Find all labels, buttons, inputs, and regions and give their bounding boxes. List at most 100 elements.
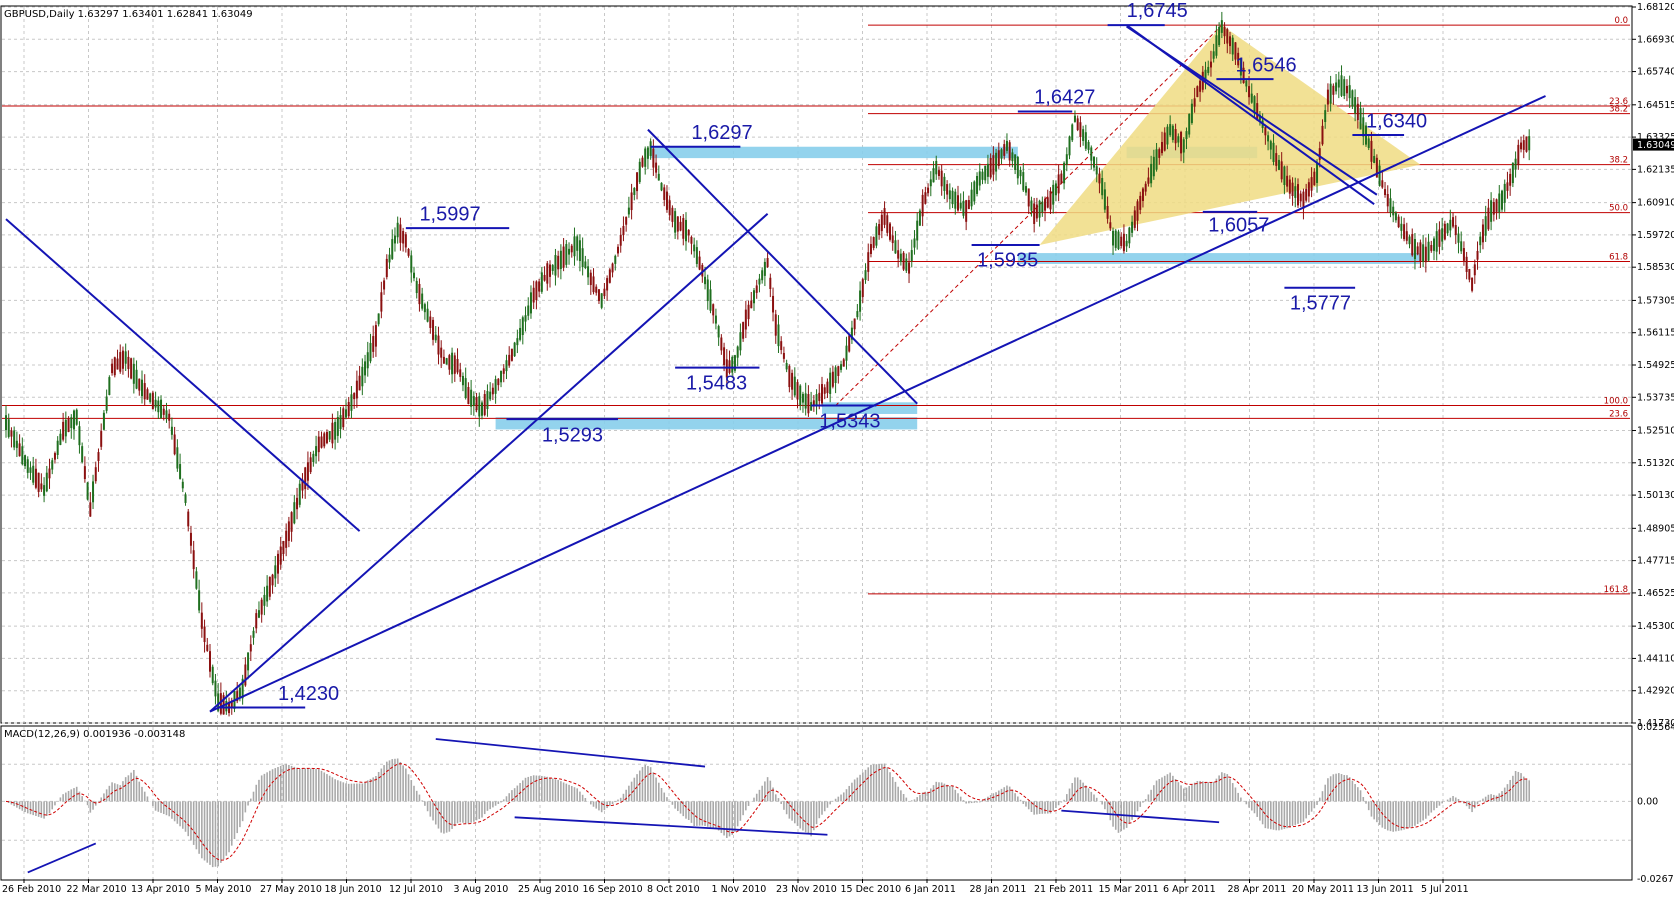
candle-body xyxy=(1378,165,1381,186)
candle-body xyxy=(364,361,367,376)
candle-body xyxy=(551,265,554,271)
candle-body xyxy=(606,278,609,291)
time-tick-label: 3 Aug 2010 xyxy=(454,884,509,895)
candle-body xyxy=(184,494,187,503)
candle-body xyxy=(1079,122,1082,138)
candle-body xyxy=(1084,132,1087,149)
candle-body xyxy=(1264,127,1267,136)
candle-body xyxy=(391,239,394,259)
candle-body xyxy=(524,315,527,322)
candle-body xyxy=(1087,141,1090,150)
candle-body xyxy=(40,483,43,490)
candle-body xyxy=(1101,178,1104,196)
price-tick-label: 1.47715 xyxy=(1637,556,1674,567)
candle-body xyxy=(32,465,35,483)
candle-body xyxy=(1302,191,1305,209)
candle-body xyxy=(489,391,492,400)
candle-body xyxy=(508,354,511,366)
candle-body xyxy=(456,358,459,373)
candle-body xyxy=(1212,51,1215,59)
candle-body xyxy=(744,309,747,330)
candle-body xyxy=(1462,248,1465,261)
candle-body xyxy=(73,410,75,430)
candle-body xyxy=(753,290,755,304)
price-tick-label: 1.65740 xyxy=(1637,67,1674,78)
candle-body xyxy=(747,304,750,320)
price-tick-label: 1.51320 xyxy=(1637,458,1674,469)
candle-body xyxy=(1511,163,1514,184)
candle-body xyxy=(842,359,845,367)
candle-body xyxy=(742,322,745,339)
candle-body xyxy=(714,315,717,324)
candle-body xyxy=(905,258,908,271)
candle-body xyxy=(374,325,377,347)
candle-body xyxy=(1332,85,1335,95)
candle-body xyxy=(834,367,837,384)
candle-body xyxy=(1443,223,1446,240)
candle-body xyxy=(856,311,859,318)
candle-body xyxy=(143,383,146,400)
price-tick-label: 1.59720 xyxy=(1637,230,1674,241)
candle-body xyxy=(587,266,590,278)
candle-body xyxy=(1103,189,1106,210)
candle-body xyxy=(1438,229,1441,247)
candle-body xyxy=(1345,85,1348,94)
candle-body xyxy=(1408,236,1411,245)
price-tick-label: 1.41730 xyxy=(1637,718,1674,729)
candle-body xyxy=(1498,193,1501,213)
candle-body xyxy=(1218,26,1221,46)
candle-body xyxy=(1152,156,1155,177)
candle-body xyxy=(500,370,503,383)
candle-body xyxy=(951,190,954,205)
candle-body xyxy=(238,687,241,698)
time-tick-label: 1 Nov 2010 xyxy=(712,884,767,895)
candle-body xyxy=(1207,66,1210,73)
candle-body xyxy=(600,293,603,308)
candle-body xyxy=(1460,241,1463,252)
candle-body xyxy=(306,462,309,481)
candle-body xyxy=(986,163,989,177)
candle-body xyxy=(1071,124,1074,141)
candle-body xyxy=(309,457,312,473)
candle-body xyxy=(845,345,848,361)
candle-body xyxy=(440,347,443,358)
candle-body xyxy=(135,369,138,389)
candle-body xyxy=(209,651,211,672)
candle-body xyxy=(736,346,739,358)
time-tick-label: 26 Feb 2010 xyxy=(2,884,61,895)
candle-body xyxy=(1370,140,1373,162)
candle-body xyxy=(92,481,95,503)
candle-body xyxy=(1316,163,1319,183)
candle-body xyxy=(1267,135,1270,142)
candle-body xyxy=(1348,85,1351,99)
candle-body xyxy=(451,352,454,375)
candle-body xyxy=(1093,156,1095,168)
candle-body xyxy=(1356,103,1359,121)
candle-body xyxy=(426,308,429,322)
candle-body xyxy=(685,219,687,242)
candle-body xyxy=(151,392,154,410)
candle-body xyxy=(277,553,279,574)
candle-body xyxy=(940,170,943,187)
candle-body xyxy=(739,332,742,351)
candle-body xyxy=(198,590,201,611)
candle-body xyxy=(1392,206,1395,216)
candle-body xyxy=(505,360,508,372)
candle-body xyxy=(478,396,481,417)
candle-body xyxy=(641,157,644,167)
candle-body xyxy=(1163,132,1166,151)
candle-body xyxy=(445,358,448,365)
candle-body xyxy=(497,378,500,386)
candle-body xyxy=(1318,148,1321,160)
candle-body xyxy=(1405,231,1408,241)
candle-body xyxy=(573,236,576,257)
candle-body xyxy=(287,521,290,541)
time-tick-label: 5 May 2010 xyxy=(196,884,252,895)
candle-body xyxy=(992,155,995,175)
candle-body xyxy=(203,626,206,643)
candle-body xyxy=(48,468,51,479)
candle-body xyxy=(102,412,105,430)
price-tick-label: 1.52510 xyxy=(1637,426,1674,437)
macd-signal-line xyxy=(5,763,1530,861)
candle-body xyxy=(1063,162,1066,184)
